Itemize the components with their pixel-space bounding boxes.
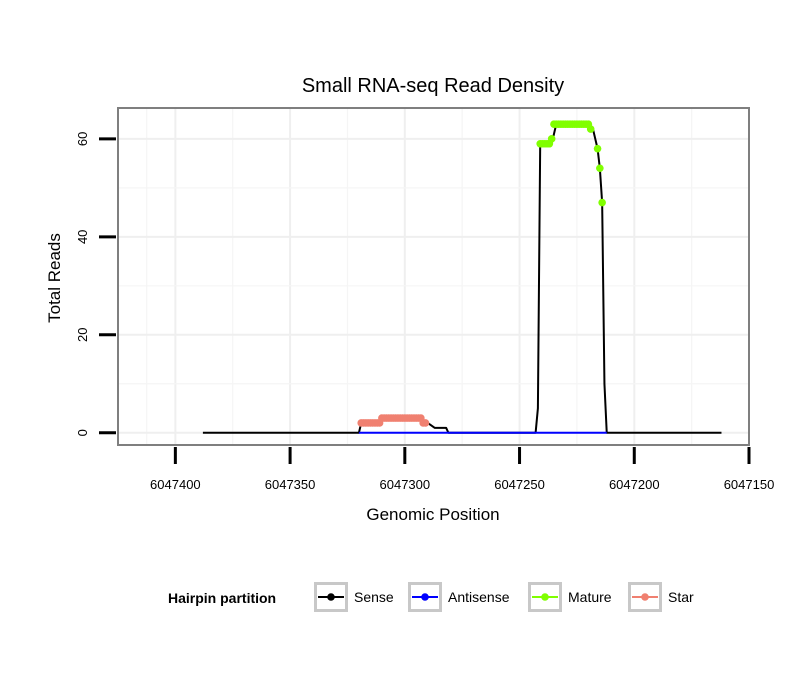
- y-tick-label: 40: [75, 230, 90, 244]
- y-tick-label: 60: [75, 132, 90, 146]
- x-tick-label: 6047200: [609, 477, 660, 492]
- legend-key-point: [421, 593, 429, 601]
- legend-title: Hairpin partition: [168, 590, 276, 606]
- x-axis: 6047400 6047350 6047300 6047250 6047200 60471…: [150, 447, 774, 492]
- legend-label: Sense: [354, 589, 394, 605]
- data-point-mature: [598, 198, 606, 207]
- y-axis-title: Total Reads: [45, 233, 64, 323]
- series-points-mature: [536, 120, 606, 207]
- plot-panel: [117, 107, 750, 446]
- grid-lines: [119, 109, 748, 444]
- series-points-star: [357, 414, 430, 427]
- data-point-mature: [547, 135, 556, 143]
- y-tick-label: 20: [75, 328, 90, 342]
- y-tick-label: 0: [75, 429, 90, 436]
- data-point-star: [421, 419, 430, 427]
- legend-item-sense: Sense: [314, 582, 394, 612]
- x-tick-label: 6047150: [724, 477, 775, 492]
- data-point-mature: [586, 125, 595, 133]
- legend-label: Mature: [568, 589, 612, 605]
- series-layer: [202, 120, 722, 434]
- x-tick-label: 6047350: [265, 477, 316, 492]
- y-axis: 0 20 40 60: [75, 132, 116, 436]
- legend: Hairpin partition Sense Antisense Mature St…: [168, 582, 694, 612]
- legend-item-mature: Mature: [528, 582, 612, 612]
- data-point-mature: [596, 164, 604, 173]
- x-tick-label: 6047300: [380, 477, 431, 492]
- x-tick-label: 6047250: [494, 477, 545, 492]
- legend-key-point: [541, 593, 549, 601]
- legend-key-point: [641, 593, 649, 601]
- x-axis-title: Genomic Position: [366, 505, 499, 524]
- chart-title: Small RNA-seq Read Density: [302, 75, 564, 97]
- legend-item-antisense: Antisense: [408, 582, 510, 612]
- x-tick-label: 6047400: [150, 477, 201, 492]
- legend-label: Star: [668, 589, 694, 605]
- legend-label: Antisense: [448, 589, 510, 605]
- legend-item-star: Star: [628, 582, 694, 612]
- data-point-mature: [593, 144, 602, 153]
- legend-key-point: [327, 593, 335, 601]
